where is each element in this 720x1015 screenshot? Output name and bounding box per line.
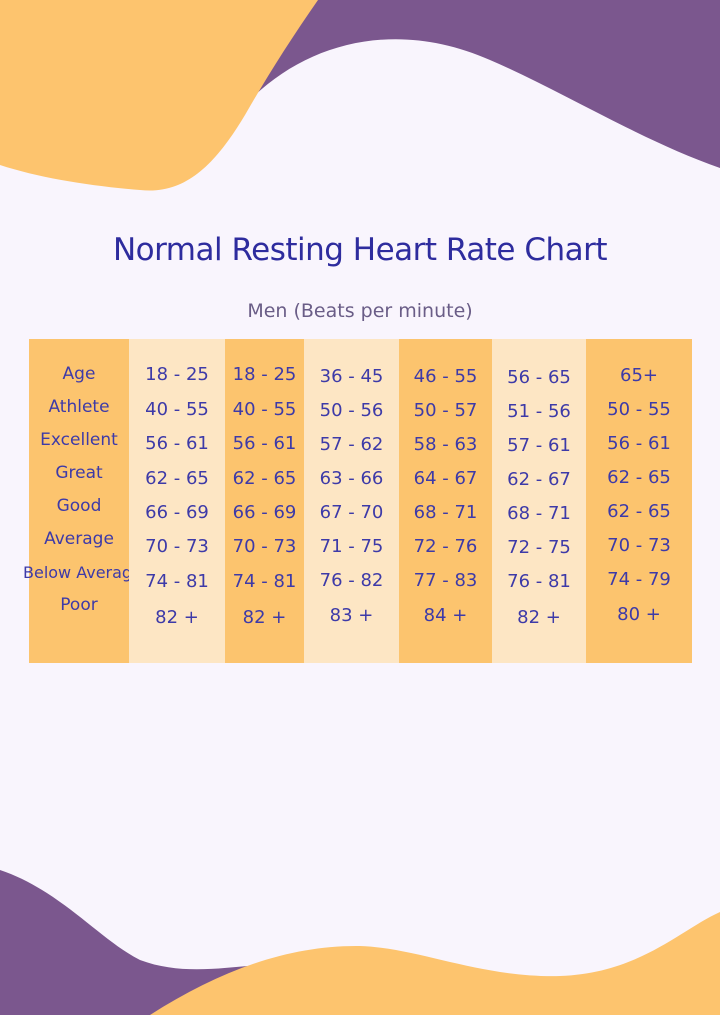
table-cell: 58 - 63 xyxy=(413,434,478,455)
table-cell: 56 - 61 xyxy=(232,433,297,454)
top-orange-wave xyxy=(0,0,318,191)
table-cell: 82 + xyxy=(155,607,199,628)
table-cell: 70 - 73 xyxy=(607,535,671,556)
row-label-poor: Poor xyxy=(60,595,98,615)
age-column-4: 46 - 55 50 - 57 58 - 63 64 - 67 68 - 71 … xyxy=(399,339,492,663)
table-cell: 40 - 55 xyxy=(232,399,297,420)
table-cell: 72 - 75 xyxy=(507,537,571,558)
age-header: 36 - 45 xyxy=(319,366,384,387)
age-column-1: 18 - 25 40 - 55 56 - 61 62 - 65 66 - 69 … xyxy=(129,339,225,663)
table-cell: 83 + xyxy=(329,605,374,626)
page-subtitle: Men (Beats per minute) xyxy=(247,300,473,322)
table-cell: 74 - 81 xyxy=(232,571,297,592)
age-column-5: 56 - 65 51 - 56 57 - 61 62 - 67 68 - 71 … xyxy=(492,339,586,663)
age-header: 65+ xyxy=(620,365,658,386)
table-cell: 72 - 76 xyxy=(413,536,478,557)
age-header: 18 - 25 xyxy=(232,364,297,385)
age-column-3: 36 - 45 50 - 56 57 - 62 63 - 66 67 - 70 … xyxy=(304,339,399,663)
table-cell: 57 - 62 xyxy=(319,434,384,455)
table-cell: 66 - 69 xyxy=(145,502,209,523)
table-cell: 51 - 56 xyxy=(507,401,571,422)
row-label-good: Good xyxy=(56,496,102,516)
table-cell: 62 - 65 xyxy=(232,468,297,489)
age-header: 46 - 55 xyxy=(413,366,478,387)
table-cell: 62 - 67 xyxy=(507,469,571,490)
table-cell: 62 - 65 xyxy=(607,501,671,522)
table-cell: 80 + xyxy=(617,604,661,625)
row-label-below-average: Below Average xyxy=(23,563,142,582)
table-cell: 84 + xyxy=(423,605,468,626)
table-cell: 63 - 66 xyxy=(319,468,384,489)
table-cell: 77 - 83 xyxy=(413,570,478,591)
table-cell: 50 - 57 xyxy=(413,400,478,421)
age-header: 18 - 25 xyxy=(145,364,209,385)
table-cell: 76 - 82 xyxy=(319,570,384,591)
row-label-age: Age xyxy=(62,364,96,384)
bottom-purple-wave xyxy=(0,870,260,1015)
page-title: Normal Resting Heart Rate Chart xyxy=(112,232,608,268)
table-cell: 50 - 56 xyxy=(319,400,384,421)
bottom-orange-wave xyxy=(150,912,720,1015)
table-cell: 40 - 55 xyxy=(145,399,209,420)
top-purple-wave xyxy=(250,0,720,168)
table-cell: 74 - 81 xyxy=(145,571,209,592)
table-cell: 50 - 55 xyxy=(607,399,671,420)
table-cell: 68 - 71 xyxy=(413,502,478,523)
table-cell: 62 - 65 xyxy=(145,468,209,489)
row-label-great: Great xyxy=(55,463,103,483)
heart-rate-table: Age Athlete Excellent Great Good Average… xyxy=(23,339,692,663)
age-header: 56 - 65 xyxy=(507,367,571,388)
age-column-6: 65+ 50 - 55 56 - 61 62 - 65 62 - 65 70 -… xyxy=(586,339,692,663)
table-cell: 57 - 61 xyxy=(507,435,571,456)
table-cell: 62 - 65 xyxy=(607,467,671,488)
table-cell: 64 - 67 xyxy=(413,468,478,489)
table-cell: 71 - 75 xyxy=(319,536,384,557)
row-label-excellent: Excellent xyxy=(40,430,118,450)
row-label-column: Age Athlete Excellent Great Good Average… xyxy=(23,339,142,663)
table-cell: 82 + xyxy=(242,607,287,628)
table-cell: 56 - 61 xyxy=(145,433,209,454)
table-cell: 56 - 61 xyxy=(607,433,671,454)
row-label-athlete: Athlete xyxy=(48,397,110,417)
row-label-average: Average xyxy=(44,529,114,549)
table-cell: 74 - 79 xyxy=(607,569,671,590)
table-cell: 68 - 71 xyxy=(507,503,571,524)
table-cell: 66 - 69 xyxy=(232,502,297,523)
age-column-2: 18 - 25 40 - 55 56 - 61 62 - 65 66 - 69 … xyxy=(225,339,304,663)
table-cell: 76 - 81 xyxy=(507,571,571,592)
table-cell: 82 + xyxy=(517,607,561,628)
table-cell: 70 - 73 xyxy=(232,536,297,557)
table-cell: 67 - 70 xyxy=(319,502,384,523)
table-cell: 70 - 73 xyxy=(145,536,209,557)
